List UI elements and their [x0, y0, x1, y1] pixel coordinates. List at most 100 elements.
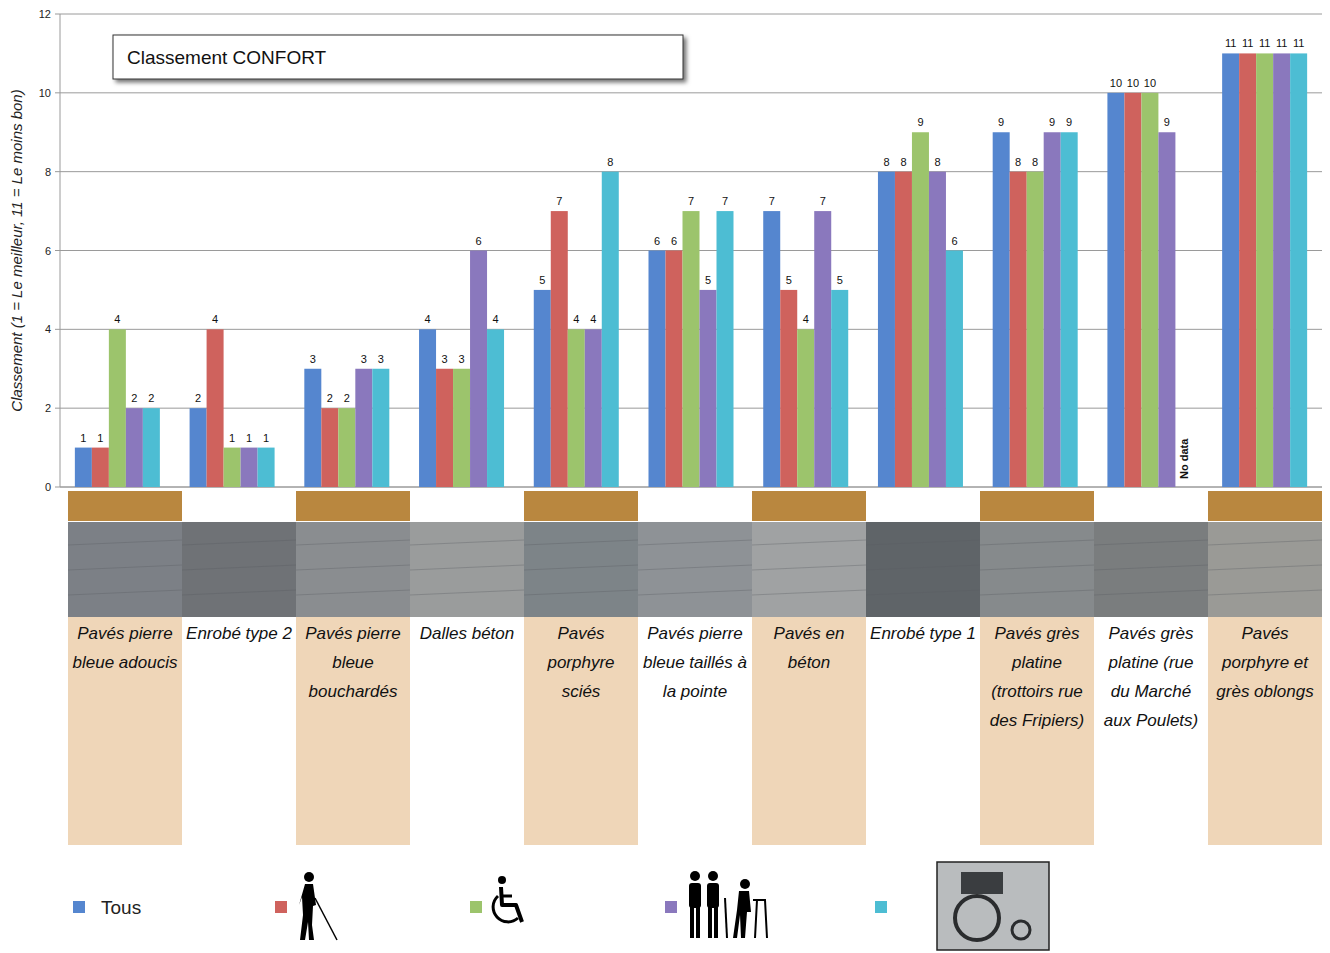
icon-part [493, 896, 518, 922]
data-label: 4 [803, 313, 809, 325]
legend-swatch [275, 901, 287, 913]
title: Classement CONFORT [127, 47, 327, 68]
bar [568, 329, 585, 487]
surface-photo [524, 522, 638, 617]
bar [551, 211, 568, 487]
icon-part [753, 900, 767, 938]
data-label: 3 [441, 353, 447, 365]
y-tick-label: 12 [39, 8, 51, 20]
data-label: 4 [114, 313, 120, 325]
data-label: 9 [1164, 116, 1170, 128]
surface-photo [752, 522, 866, 617]
x-tick-label: Pavés pierre bleue bouchardés [300, 619, 406, 706]
y-axis-title: Classement (1 = Le meilleur, 11 = Le moi… [8, 89, 25, 411]
bar [602, 172, 619, 487]
bar [258, 448, 275, 487]
photo-texture [752, 540, 866, 545]
legend-label: Tous [101, 897, 141, 918]
photo-texture [524, 590, 638, 595]
bars [75, 53, 1307, 487]
data-label: 4 [492, 313, 498, 325]
tick-mark [55, 487, 60, 488]
data-label: 4 [590, 313, 596, 325]
photo-texture [296, 590, 410, 595]
photo-texture [410, 590, 524, 595]
data-labels: 1234567891011142376588101141234749810112… [80, 37, 1304, 443]
icon-part [501, 887, 522, 922]
legend-icon [937, 862, 1049, 950]
bar [1273, 53, 1290, 487]
x-tick-label: Pavés en béton [756, 619, 862, 677]
bar [109, 329, 126, 487]
photo-texture [752, 565, 866, 570]
y-axis [60, 14, 61, 487]
photo-texture [638, 540, 752, 545]
bar [1010, 172, 1027, 487]
data-label: 1 [263, 432, 269, 444]
photo-texture [182, 590, 296, 595]
bar [878, 172, 895, 487]
photo-texture [866, 540, 980, 545]
icon-part [690, 871, 700, 881]
photo-texture [68, 540, 182, 545]
legend-swatch [665, 901, 677, 913]
surface-photo [866, 522, 980, 617]
y-tick-label: 4 [45, 323, 51, 335]
data-label: 1 [97, 432, 103, 444]
photo-texture [410, 540, 524, 545]
bar [126, 408, 143, 487]
category-stripe [752, 491, 866, 521]
title-box [113, 35, 683, 79]
icon-part [708, 871, 718, 881]
data-label: 2 [131, 392, 137, 404]
legend-swatch [875, 901, 887, 913]
icon-part [707, 883, 719, 908]
tick-mark [55, 92, 60, 93]
data-label: 8 [1032, 156, 1038, 168]
category-stripe [296, 491, 410, 521]
icon-part [740, 879, 750, 889]
category-box [68, 617, 182, 845]
bar [1141, 93, 1158, 487]
data-label: 4 [212, 313, 218, 325]
bar [224, 448, 241, 487]
category-box [752, 617, 866, 845]
bar [207, 329, 224, 487]
photo-texture [980, 565, 1094, 570]
y-tick-label: 2 [45, 402, 51, 414]
data-label: 7 [722, 195, 728, 207]
photo-texture [638, 565, 752, 570]
x-tick-label: Pavés grès platine (rue du Marché aux Po… [1098, 619, 1204, 735]
photo-texture [980, 590, 1094, 595]
icon-part [690, 906, 694, 938]
photo-texture [980, 540, 1094, 545]
icon-part [502, 895, 512, 898]
legend-swatch [73, 901, 85, 913]
tick-mark [55, 408, 60, 409]
data-label: 5 [539, 274, 545, 286]
x-tick-label: Dalles béton [414, 619, 520, 648]
photo-texture [524, 540, 638, 545]
data-label: 9 [1066, 116, 1072, 128]
bar [75, 448, 92, 487]
bar [814, 211, 831, 487]
bar [1027, 172, 1044, 487]
tick-mark [55, 171, 60, 172]
icon-part [725, 898, 727, 938]
data-label: 7 [556, 195, 562, 207]
icon-part [937, 862, 1049, 950]
surface-photo [182, 522, 296, 617]
bar [797, 329, 814, 487]
data-label: 1 [246, 432, 252, 444]
data-label: 3 [310, 353, 316, 365]
photo-texture [1094, 565, 1208, 570]
bar [92, 448, 109, 487]
x-tick-label: Enrobé type 1 [870, 619, 976, 648]
chart-root: 024681012Classement (1 = Le meilleur, 11… [0, 0, 1330, 953]
bar [1158, 132, 1175, 487]
x-tick-label: Pavés grès platine (trottoirs rue des Fr… [984, 619, 1090, 735]
data-label: 11 [1259, 37, 1270, 49]
data-label: 8 [883, 156, 889, 168]
legend-swatch [470, 901, 482, 913]
data-label: 5 [786, 274, 792, 286]
